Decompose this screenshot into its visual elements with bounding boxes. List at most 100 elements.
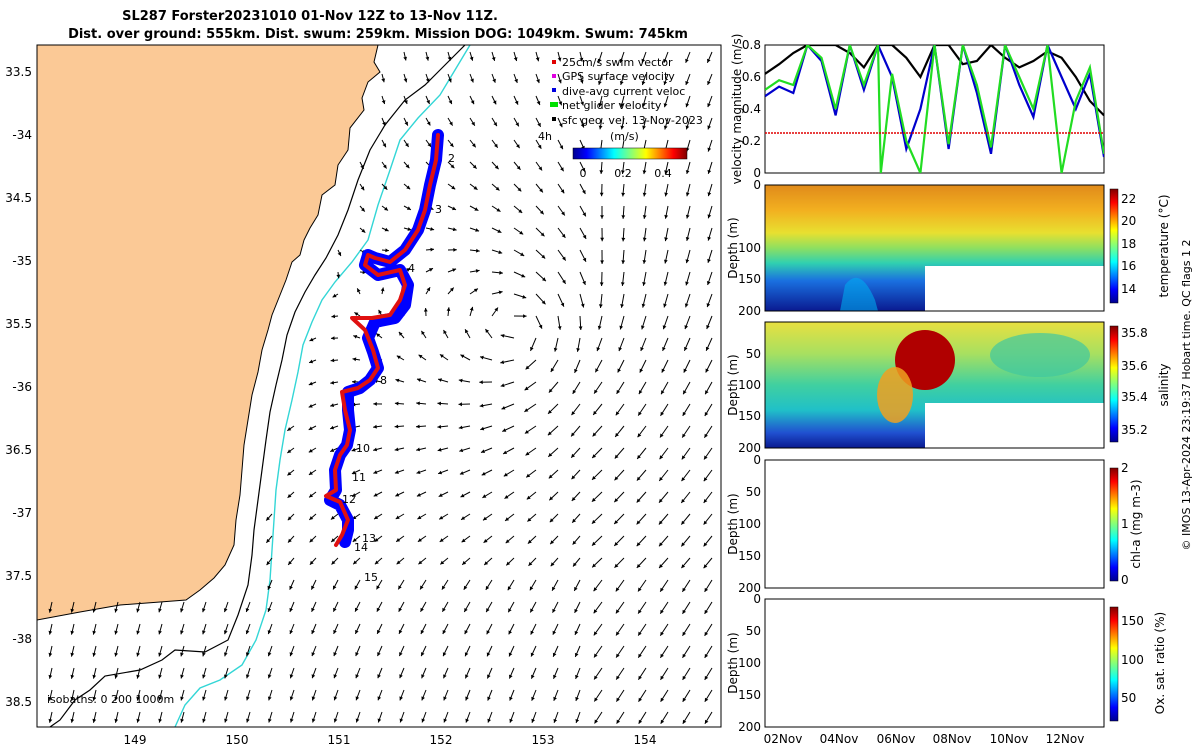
velocity-arrow-head	[573, 562, 577, 567]
velocity-arrow-head	[70, 652, 75, 657]
velocity-arrow-head	[514, 100, 519, 105]
depth-tick: 50	[746, 624, 761, 638]
velocity-arrow-head	[394, 401, 399, 406]
depth-tick: 50	[746, 347, 761, 361]
velocity-arrow-head	[600, 260, 604, 264]
velocity-arrow-head	[376, 585, 380, 590]
depth-tick: 0	[753, 592, 761, 606]
lat-tick: -34	[12, 128, 32, 142]
velocity-arrow-head	[420, 585, 424, 590]
colorbar-label: temperature (°C)	[1157, 195, 1171, 298]
velocity-arrow-head	[685, 58, 689, 63]
velocity-arrow-head	[460, 354, 465, 359]
velocity-arrow-head	[514, 78, 518, 83]
velocity-arrow-head	[267, 652, 272, 657]
velocity-arrow-head	[507, 586, 512, 591]
velocity-arrow-head	[516, 165, 521, 170]
velocity-arrow-head	[660, 411, 664, 416]
velocity-arrow-head	[469, 56, 474, 61]
velocity-arrow-head	[479, 403, 484, 408]
ts-ylabel: velocity magnitude (m/s)	[730, 34, 744, 185]
velocity-arrow-head	[180, 718, 184, 723]
velocity-arrow-head	[703, 564, 708, 569]
lat-ticks: 33.5 -34 34.5 -35 35.5 -36 36.5 -37 37.5…	[5, 65, 32, 709]
velocity-arrow-head	[598, 304, 603, 308]
velocity-arrow-head	[465, 329, 469, 334]
depth-tick: 150	[738, 272, 761, 286]
velocity-arrow-head	[158, 718, 162, 723]
velocity-arrow-head	[224, 718, 228, 723]
velocity-arrow-head	[426, 287, 431, 292]
velocity-arrow-head	[597, 58, 602, 63]
velocity-arrow-head	[465, 674, 469, 679]
velocity-arrow-head	[614, 563, 619, 568]
velocity-arrow-head	[535, 57, 540, 62]
velocity-arrow-head	[355, 652, 359, 657]
legend-label: dive-avg current veloc	[562, 85, 685, 98]
colorbar-tick: 14	[1121, 282, 1136, 296]
lat-tick: 38.5	[5, 695, 32, 709]
velocity-arrow-head	[664, 214, 669, 219]
velocity-arrow-head	[396, 355, 401, 360]
velocity-arrow-head	[642, 260, 647, 264]
velocity-arrow-head	[486, 608, 490, 613]
velocity-arrow-head	[621, 260, 626, 264]
velocity-arrow-head	[417, 538, 422, 542]
velocity-arrow-head	[505, 517, 510, 521]
velocity-arrow-head	[383, 164, 387, 169]
velocity-arrow-head	[516, 144, 520, 149]
velocity-arrow-head	[421, 652, 425, 657]
velocity-arrow-head	[641, 58, 646, 63]
velocity-arrow-head	[547, 431, 552, 436]
ts-ticks: 0 0.2 0.4 0.6 0.8	[742, 38, 761, 180]
velocity-arrow-head	[421, 696, 425, 701]
velocity-arrow-head	[682, 433, 686, 438]
velocity-arrow-head	[503, 450, 508, 454]
velocity-arrow-head	[531, 718, 535, 723]
velocity-arrow-head	[92, 652, 97, 657]
lat-tick: -35	[12, 254, 32, 268]
velocity-arrow-head	[593, 631, 598, 636]
land-mass	[37, 45, 381, 621]
day-label: 8	[380, 374, 387, 387]
velocity-arrow-head	[704, 455, 708, 460]
velocity-arrow-head	[475, 269, 480, 273]
velocity-arrow-head	[308, 381, 313, 386]
velocity-arrow-head	[659, 542, 663, 547]
velocity-arrow-head	[530, 608, 534, 613]
velocity-arrow-head	[638, 719, 643, 724]
velocity-arrow-head	[451, 185, 456, 190]
velocity-arrow-head	[663, 303, 667, 308]
velocity-arrow-head	[616, 653, 620, 658]
velocity-arrow-head	[420, 607, 424, 612]
velocity-arrow-head	[355, 607, 359, 612]
velocity-arrow-head	[330, 358, 335, 363]
velocity-arrow-head	[549, 496, 554, 501]
velocity-arrow-head	[360, 186, 365, 191]
velocity-arrow-head	[420, 630, 425, 634]
velocity-arrow-head	[638, 675, 642, 680]
velocity-arrow-head	[245, 652, 250, 657]
velocity-arrow-head	[548, 388, 553, 393]
velocity-arrow-head	[707, 147, 712, 152]
velocity-arrow-head	[509, 674, 513, 679]
velocity-arrow-head	[707, 236, 712, 241]
velocity-arrow-head	[574, 586, 578, 591]
velocity-arrow-head	[600, 237, 605, 242]
velocity-arrow-head	[660, 653, 664, 658]
velocity-arrow-head	[442, 607, 446, 612]
legend-label: GPS surface velocity	[562, 70, 675, 83]
velocity-arrow-head	[289, 607, 293, 612]
legend-marker	[552, 60, 556, 64]
velocity-arrow-head	[354, 585, 359, 590]
velocity-arrow-head	[682, 609, 686, 614]
velocity-arrow-head	[581, 167, 586, 172]
velocity-arrow-head	[538, 324, 543, 329]
velocity-arrow-head	[703, 520, 708, 525]
velocity-arrow-head	[707, 103, 711, 108]
velocity-arrow-head	[705, 368, 709, 373]
velocity-arrow-head	[383, 185, 388, 190]
velocity-arrow-head	[571, 475, 576, 480]
salinity-colorbar	[1109, 325, 1119, 443]
map-legend: 25cm/s swim vector GPS surface velocity …	[538, 56, 703, 180]
